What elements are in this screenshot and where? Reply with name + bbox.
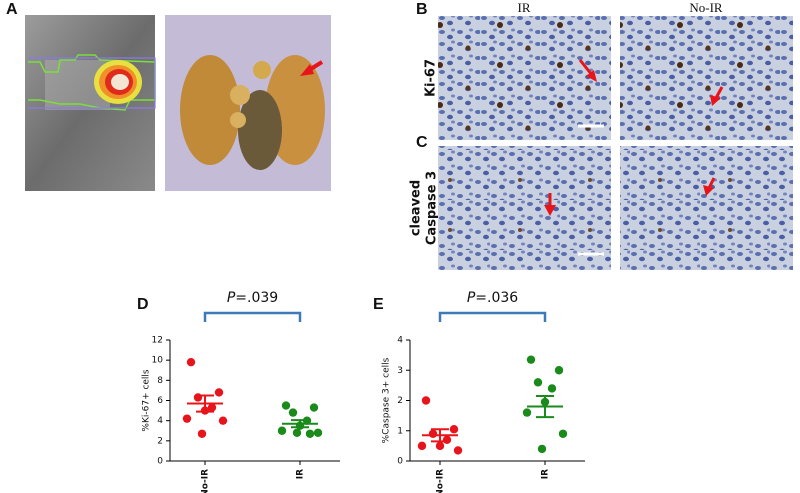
data-point [558,429,568,438]
data-point [554,366,564,375]
p-symbol: P [467,290,476,306]
x-tick-label: No-IR [201,469,211,493]
row-label: Ki-67 [424,59,439,97]
x-tick-label: IR [296,469,306,479]
y-tick-label: 4 [157,416,163,426]
y-tick-label: 2 [157,436,163,446]
row-label: cleaved [409,180,424,236]
data-point [435,441,445,451]
y-tick-label: 4 [397,336,403,346]
imaging-image [25,15,156,191]
data-point [421,396,431,405]
organ-photo [165,15,331,191]
column-header: No-IR [689,0,723,15]
y-tick-label: 10 [152,356,164,366]
data-point [197,429,207,438]
y-tick-label: 3 [397,366,403,376]
data-point [442,435,452,445]
data-point [453,446,463,455]
data-point [417,441,427,451]
data-point [281,401,291,410]
column-header: IR [518,0,531,15]
row-label: Caspase 3 [425,171,440,245]
y-tick-label: 0 [157,457,163,467]
data-point [186,357,196,367]
data-point [182,414,192,423]
significance-bracket [438,311,547,322]
data-point [522,408,532,417]
p-number: =.036 [475,290,518,306]
data-point [218,416,228,425]
y-axis-label: %Caspase 3+ cells [382,357,392,443]
significance-bracket [203,311,302,322]
panel-label: B [416,1,428,18]
error-bar [291,419,309,429]
data-point [526,355,536,364]
histology-image [438,16,793,270]
data-point [292,428,302,437]
p-value: P=.036 [467,290,518,306]
data-point [288,408,298,417]
x-tick-label: No-IR [436,469,446,493]
y-tick-label: 2 [397,396,403,406]
p-symbol: P [227,290,236,306]
y-tick-label: 0 [397,457,403,467]
data-point [214,388,224,397]
panel-label: E [373,296,384,313]
data-point [537,444,547,454]
y-tick-label: 8 [157,376,163,386]
panel-label: A [6,1,18,18]
p-number: =.039 [235,290,278,306]
panel-label: D [137,296,149,313]
error-bar [431,428,449,443]
x-tick-label: IR [541,469,551,479]
p-value: P=.039 [227,290,278,306]
y-axis-label: %Ki-67+ cells [142,369,152,432]
data-point [449,425,459,434]
panel-label: C [416,134,428,151]
data-point [207,403,217,412]
data-point [533,378,543,387]
y-tick-label: 6 [157,396,163,406]
data-point [547,384,557,393]
data-point [309,403,319,412]
data-point [428,429,438,438]
y-tick-label: 12 [152,336,163,346]
y-tick-label: 1 [397,426,403,436]
data-point [305,429,315,438]
error-bar [536,394,554,419]
error-bar [196,394,214,413]
data-point [277,426,287,435]
data-point [313,428,323,437]
